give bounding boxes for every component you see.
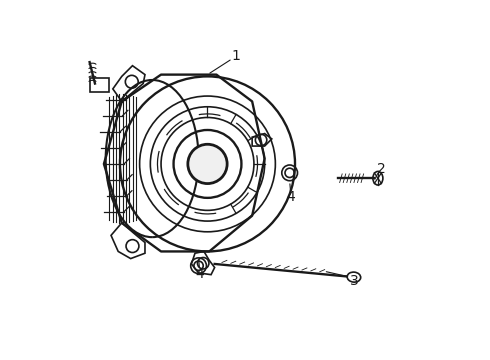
Text: 4: 4 [286, 190, 295, 204]
Text: 3: 3 [349, 274, 358, 288]
Circle shape [188, 144, 227, 184]
Text: 1: 1 [232, 49, 241, 63]
Text: 4: 4 [195, 267, 204, 280]
Text: 2: 2 [377, 162, 386, 176]
